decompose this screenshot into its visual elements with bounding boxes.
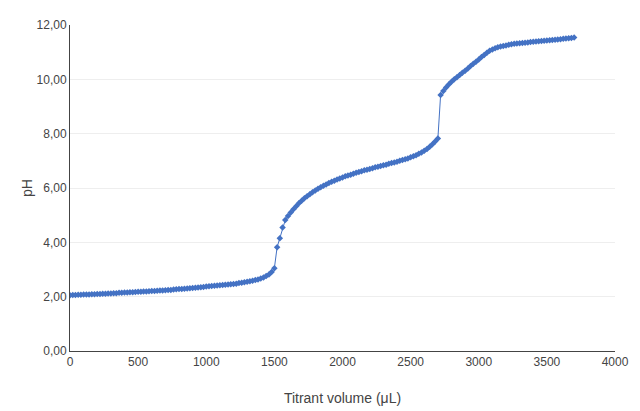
svg-text:pH: pH	[19, 179, 35, 197]
svg-text:500: 500	[128, 355, 148, 369]
svg-text:4,00: 4,00	[43, 236, 67, 250]
svg-text:1500: 1500	[261, 355, 288, 369]
svg-text:2000: 2000	[329, 355, 356, 369]
svg-text:3500: 3500	[534, 355, 561, 369]
svg-text:0,00: 0,00	[43, 344, 67, 358]
svg-text:4000: 4000	[602, 355, 629, 369]
svg-text:Titrant volume (μL): Titrant volume (μL)	[284, 390, 401, 406]
svg-text:2,00: 2,00	[43, 290, 67, 304]
svg-text:12,00: 12,00	[37, 18, 67, 32]
svg-text:3000: 3000	[465, 355, 492, 369]
svg-text:1000: 1000	[193, 355, 220, 369]
svg-text:6,00: 6,00	[43, 181, 67, 195]
svg-text:10,00: 10,00	[37, 73, 67, 87]
svg-text:2500: 2500	[397, 355, 424, 369]
svg-text:0: 0	[67, 355, 74, 369]
svg-text:8,00: 8,00	[43, 127, 67, 141]
